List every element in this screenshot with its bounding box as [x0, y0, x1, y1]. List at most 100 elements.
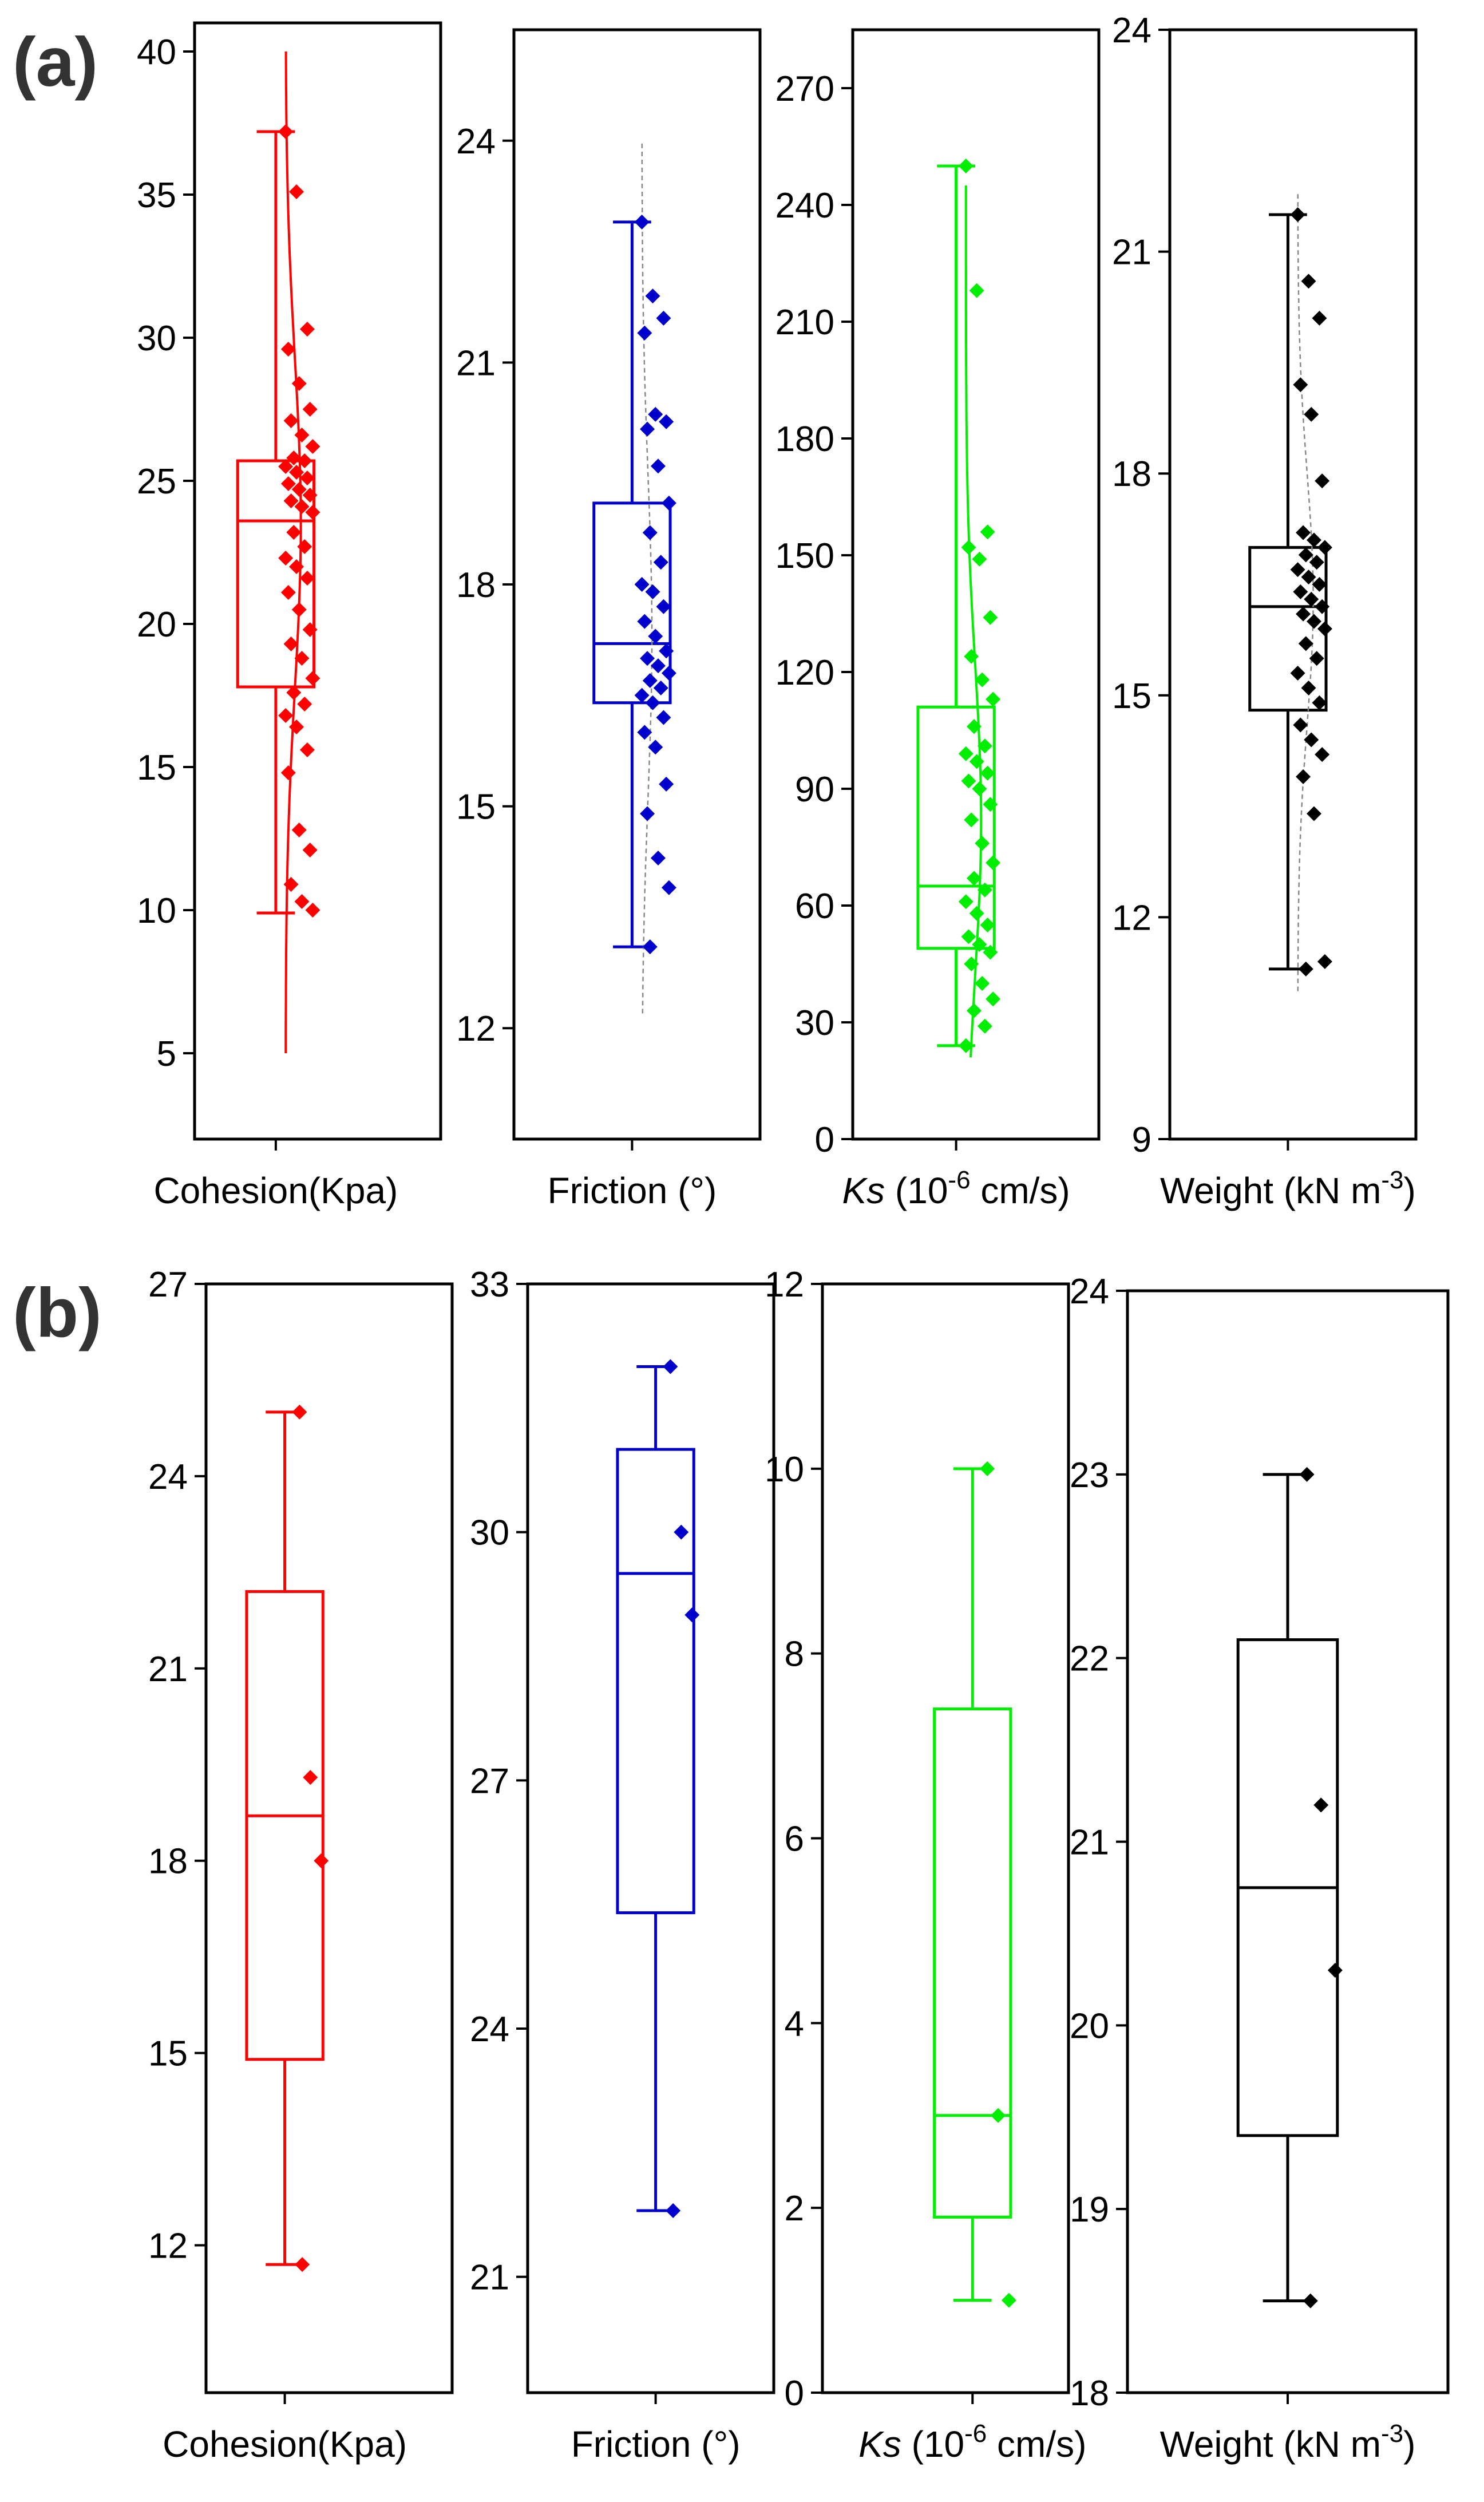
x-axis-label: Cohesion(Kpa) [153, 1170, 398, 1211]
data-point [1304, 591, 1319, 607]
y-tick-label: 24 [470, 2010, 509, 2049]
data-point [289, 184, 304, 199]
data-point [684, 1607, 700, 1623]
box-iqr [236, 459, 316, 689]
y-tick-label: 40 [137, 33, 176, 72]
data-point [977, 738, 992, 754]
data-point [295, 2257, 310, 2272]
y-tick-label: 180 [775, 420, 834, 459]
y-tick-label: 10 [765, 1450, 804, 1489]
y-tick-label: 30 [137, 319, 176, 358]
y-tick-label: 33 [470, 1265, 509, 1305]
y-tick-label: 10 [137, 891, 176, 931]
subplot-weight-b: 18 19 20 21 22 23 24 Weight (kN m-3) [1070, 1272, 1450, 2465]
y-tick-label: 270 [775, 69, 834, 109]
data-point [966, 871, 982, 886]
data-point [640, 421, 655, 437]
y-tick-label: 22 [1070, 1639, 1109, 1679]
data-point [283, 637, 299, 651]
data-point [1290, 562, 1305, 578]
y-tick-label: 24 [148, 1457, 188, 1497]
y-tick-label: 15 [1112, 677, 1151, 716]
distribution-curve [964, 185, 983, 1058]
data-point [280, 342, 296, 357]
y-tick-label: 5 [157, 1034, 176, 1074]
data-point [642, 939, 658, 955]
y-tick-label: 150 [775, 536, 834, 576]
y-tick-label: 240 [775, 186, 834, 226]
subplot-cohesion-a: 5 10 15 20 25 30 35 40 Cohesion(Kpa) [137, 21, 442, 1211]
y-tick-label: 90 [795, 770, 834, 809]
data-point [1309, 651, 1324, 666]
data-point [961, 929, 976, 944]
data-point [637, 325, 652, 341]
x-axis-label: Friction (°) [547, 1170, 717, 1211]
plot-frame [851, 28, 1101, 1141]
data-point [289, 465, 304, 480]
data-point [1296, 525, 1311, 540]
data-point [986, 855, 1001, 871]
data-point [958, 1038, 973, 1053]
data-point [1312, 577, 1327, 592]
data-point [983, 610, 998, 625]
data-point [977, 882, 992, 898]
y-tick-label: 18 [1112, 454, 1151, 494]
data-point [305, 903, 320, 918]
data-point [980, 765, 995, 781]
subplot-weight-a: 9 12 15 18 21 24 Weight (kN m-3) [1112, 11, 1418, 1211]
data-point [305, 671, 320, 686]
x-axis-label: Weight (kN m-3) [1160, 2420, 1416, 2465]
box-iqr [616, 1448, 695, 1915]
y-tick-label: 12 [456, 1009, 496, 1049]
data-point [278, 459, 294, 474]
data-point [1293, 717, 1308, 733]
data-point [975, 976, 990, 991]
data-point [1306, 532, 1321, 548]
data-point [972, 781, 987, 796]
plot-frame [821, 1282, 1070, 2394]
y-tick-label: 35 [137, 176, 176, 215]
data-point [1290, 207, 1305, 222]
data-point [1290, 666, 1305, 681]
data-point [653, 680, 668, 695]
data-point [1301, 274, 1316, 289]
y-tick-label: 18 [1070, 2374, 1109, 2413]
data-point [977, 1018, 992, 1034]
y-tick-label: 15 [148, 2034, 188, 2074]
data-point [640, 651, 655, 666]
data-point [634, 687, 650, 703]
data-point [1315, 473, 1330, 489]
data-point [964, 812, 979, 828]
box-iqr [592, 501, 672, 705]
data-point [650, 851, 666, 866]
data-point [966, 1003, 982, 1018]
data-point [650, 658, 666, 674]
data-point [659, 776, 674, 792]
y-tick-label: 30 [470, 1513, 509, 1553]
data-point [302, 402, 318, 417]
data-point [283, 413, 299, 428]
data-point [1304, 732, 1319, 748]
data-point [1312, 695, 1327, 710]
data-point [278, 124, 294, 139]
data-point [291, 602, 307, 617]
data-point [302, 622, 318, 637]
y-tick-label: 18 [456, 566, 496, 605]
data-point [303, 1770, 318, 1785]
y-tick-label: 0 [815, 1120, 834, 1160]
data-point [314, 1853, 329, 1868]
data-point [645, 695, 660, 710]
data-point [1301, 680, 1316, 695]
data-point [648, 629, 663, 644]
data-point [294, 651, 310, 666]
y-tick-label: 120 [775, 653, 834, 693]
data-point [302, 843, 318, 857]
subplot-ks-b: 0 2 4 6 8 10 12 Ks (10-6 cm/s) [765, 1265, 1086, 2465]
data-point [286, 525, 302, 540]
y-tick-label: 12 [1112, 898, 1151, 938]
data-point [659, 414, 674, 429]
data-point [1315, 599, 1330, 614]
data-point [656, 599, 671, 614]
panel-label-b: (b) [13, 1274, 102, 1351]
data-point [991, 2108, 1006, 2123]
